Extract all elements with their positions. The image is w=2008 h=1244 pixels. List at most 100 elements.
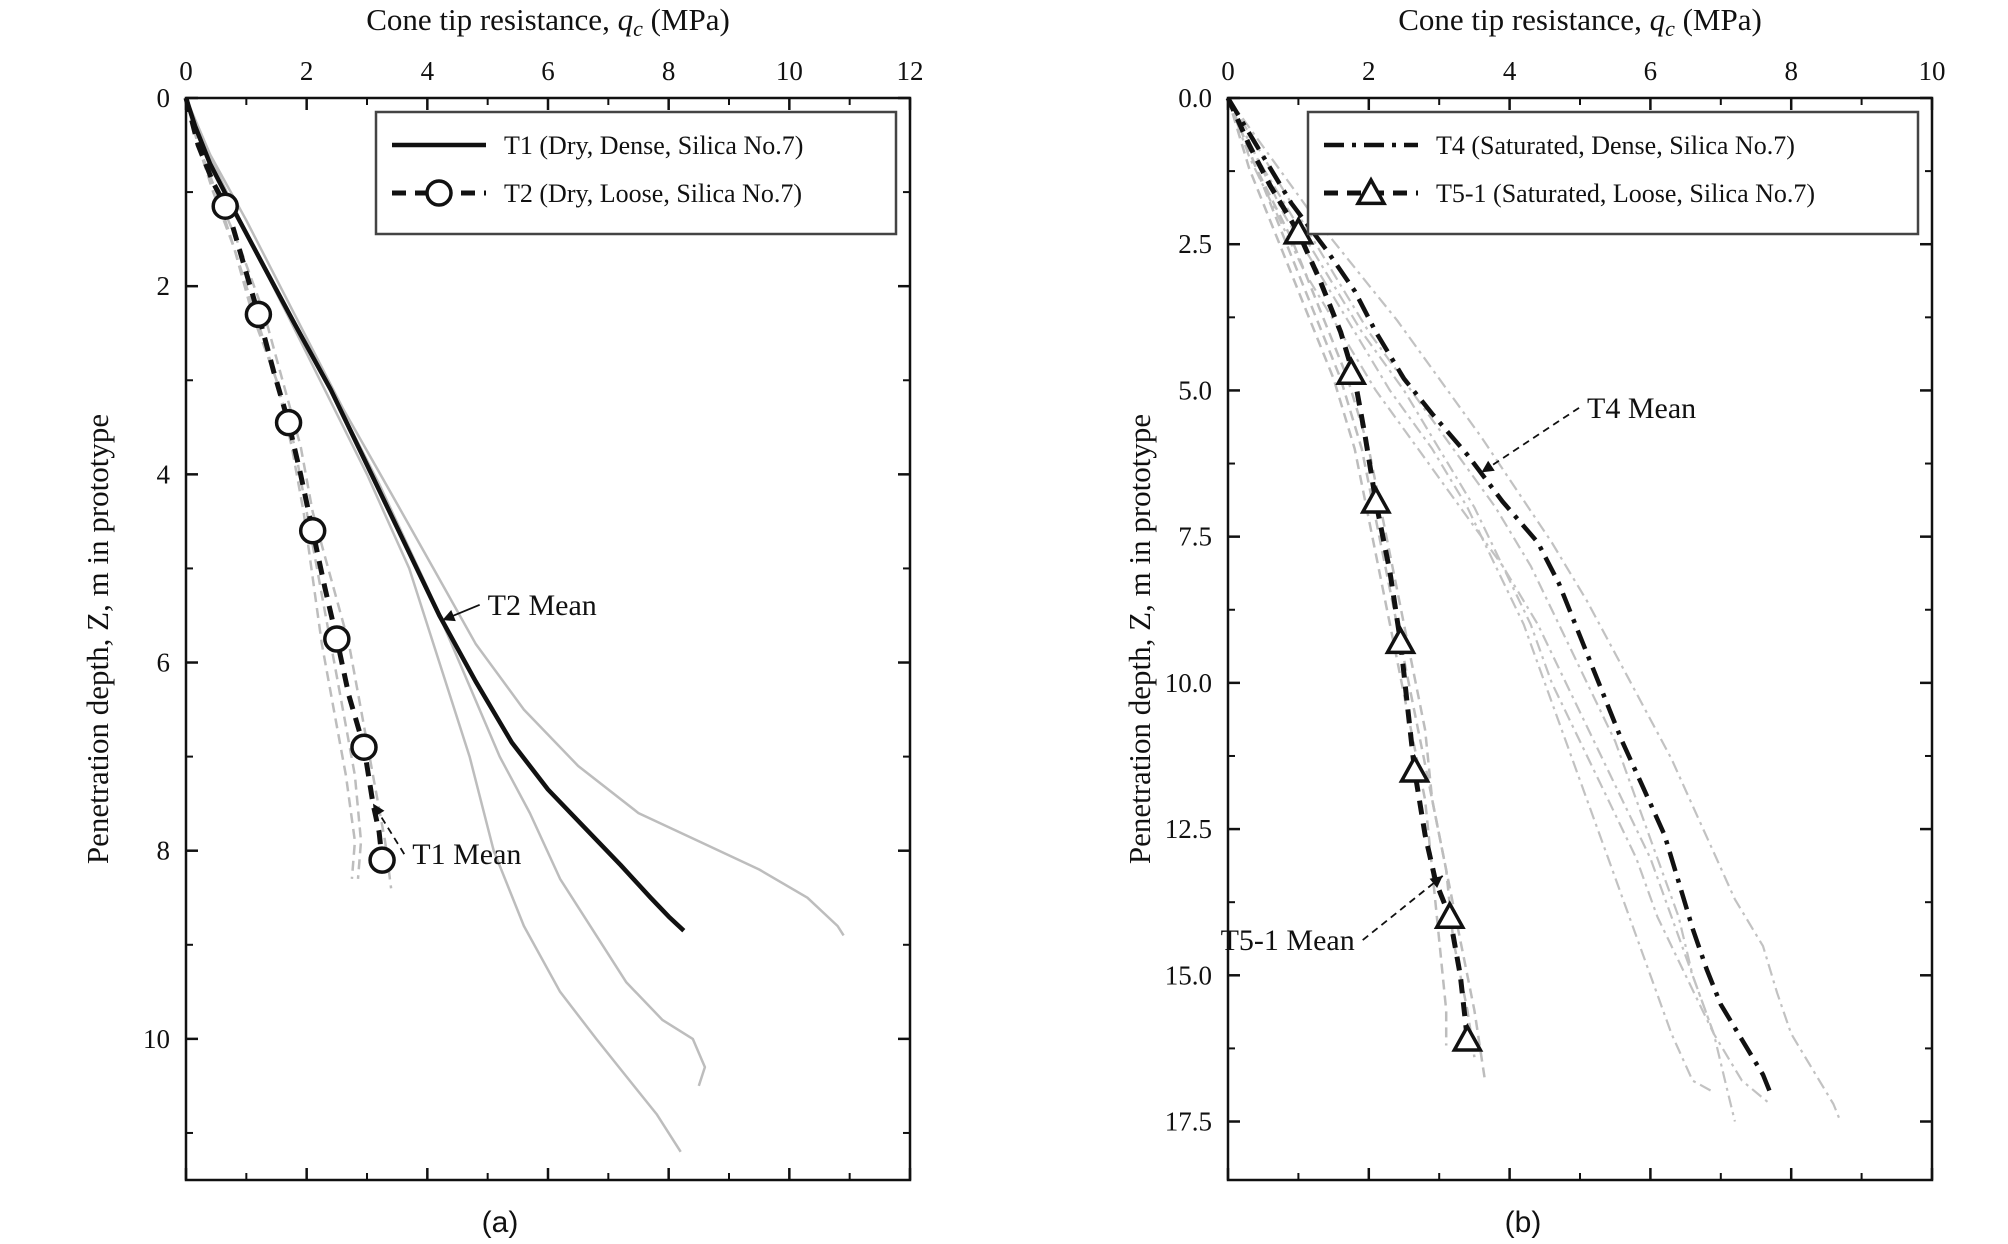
x-tick-label: 4: [421, 56, 435, 86]
panel-b-x-ticks: 0 2 4 6 8 10: [1221, 56, 1946, 1180]
panel-a-markers: [211, 192, 396, 874]
y-tick-label: 0.0: [1178, 83, 1212, 113]
x-tick-label: 6: [1644, 56, 1658, 86]
series-2-marker-3: [1359, 484, 1392, 514]
panel-b-y-ticks: 0.0 2.5 5.0 7.5 10.0 12.5 15.0 17.5: [1165, 83, 1932, 1137]
x-tick-label: 2: [300, 56, 314, 86]
panel-a-label: (a): [482, 1206, 519, 1239]
panel-a-x-axis-title-suffix: (MPa): [643, 2, 730, 37]
panel-b-individual-runs: [1226, 97, 1842, 1122]
annotation-arrowhead-2: [1429, 875, 1443, 889]
y-tick-label: 8: [157, 836, 171, 866]
legend-marker-2: [1355, 176, 1387, 206]
panel-a-plot-frame: [184, 96, 912, 1182]
run-line-5: [184, 97, 363, 879]
annotation-label-2: T1 Mean: [412, 838, 521, 871]
series-2-marker-6: [350, 733, 378, 761]
panel-b-markers: [1282, 215, 1484, 1052]
run-line-1: [1227, 97, 1842, 1122]
panel-a: T2 Mean T1 Mean 0 2 4 6 8 10 12 0 2 4 6 8 10 Cone ti…: [80, 2, 924, 1239]
panel-a-y-axis-title: Penetration depth, Z, m in prototype: [80, 414, 115, 864]
y-tick-label: 7.5: [1178, 522, 1212, 552]
panel-b-x-axis-title-suffix: (MPa): [1675, 2, 1762, 37]
legend-label-1: T4 (Saturated, Dense, Silica No.7): [1436, 131, 1795, 160]
legend-box: [1306, 110, 1920, 236]
annotation-arrowhead-2: [373, 803, 385, 818]
panel-b-x-axis-title: Cone tip resistance, qc (MPa): [1398, 2, 1762, 41]
annotation-label-2: T5-1 Mean: [1221, 924, 1355, 957]
run-line-5: [1226, 97, 1715, 1035]
y-tick-label: 17.5: [1165, 1107, 1212, 1137]
panel-b-x-axis-title-var: q: [1650, 2, 1666, 37]
legend-label-1: T1 (Dry, Dense, Silica No.7): [504, 131, 803, 160]
y-tick-label: 15.0: [1165, 960, 1212, 990]
series-2-marker-7: [1451, 1023, 1484, 1052]
annotation-arrowhead-1: [1481, 460, 1495, 473]
run-line-1: [184, 97, 845, 937]
y-tick-label: 10.0: [1165, 668, 1212, 698]
panel-a-annotations: T2 Mean T1 Mean: [372, 589, 597, 871]
series-2-marker-5: [323, 625, 351, 653]
y-tick-label: 0: [157, 83, 171, 113]
x-tick-label: 12: [897, 56, 924, 86]
panel-b-annotations: T4 Mean T5-1 Mean: [1221, 392, 1697, 957]
panel-a-legend: T1 (Dry, Dense, Silica No.7) T2 (Dry, Loo…: [374, 110, 898, 236]
panel-b-y-axis-title: Penetration depth, Z, m in prototype: [1122, 414, 1157, 864]
series-2-marker-7: [368, 846, 396, 874]
series-2-marker-1: [211, 192, 239, 220]
series-2-marker-1: [1282, 215, 1315, 245]
annotation-arrowhead-1: [442, 610, 456, 622]
annotation-arrow-2: [1362, 875, 1444, 941]
y-tick-label: 4: [157, 459, 171, 489]
annotation-arrow-1: [1480, 407, 1580, 474]
run-line-4: [184, 97, 393, 889]
y-tick-label: 12.5: [1165, 814, 1212, 844]
y-tick-label: 6: [157, 648, 171, 678]
run-line-2: [1227, 97, 1736, 1122]
panel-a-x-axis-title: Cone tip resistance, qc (MPa): [366, 2, 730, 41]
panel-a-x-axis-title-sub: c: [633, 16, 643, 41]
x-tick-label: 0: [1221, 56, 1235, 86]
legend-label-2: T2 (Dry, Loose, Silica No.7): [504, 179, 802, 208]
series-2-marker-2: [1335, 356, 1368, 386]
run-line-7: [1226, 97, 1448, 1046]
panel-a-x-ticks: 0 2 4 6 8 10 12: [179, 56, 924, 1180]
x-tick-label: 8: [1784, 56, 1798, 86]
series-line-2: [183, 97, 385, 861]
series-line-2: [1225, 96, 1470, 1040]
panel-b-label: (b): [1505, 1206, 1542, 1239]
series-2-marker-4: [298, 517, 327, 545]
panel-b: T4 Mean T5-1 Mean 0 2 4 6 8 10 0.0 2.5 5.0 7.5 10.…: [1122, 2, 1946, 1239]
legend-label-2: T5-1 (Saturated, Loose, Silica No.7): [1436, 179, 1815, 208]
panel-b-legend: T4 (Saturated, Dense, Silica No.7) T5-1 (…: [1306, 110, 1920, 236]
series-2-marker-3: [274, 408, 303, 437]
panel-b-x-axis-title-prefix: Cone tip resistance,: [1398, 2, 1649, 37]
run-line-8: [1226, 97, 1476, 1058]
x-tick-label: 10: [1919, 56, 1946, 86]
x-tick-label: 0: [179, 56, 193, 86]
series-2-marker-4: [1384, 625, 1417, 655]
panel-b-x-axis-title-sub: c: [1665, 16, 1675, 41]
y-tick-label: 5.0: [1178, 375, 1212, 405]
y-tick-label: 2: [157, 271, 171, 301]
x-tick-label: 4: [1503, 56, 1517, 86]
series-2-marker-6: [1433, 900, 1466, 929]
y-tick-label: 10: [143, 1024, 170, 1054]
annotation-label-1: T2 Mean: [488, 589, 597, 622]
x-tick-label: 6: [541, 56, 555, 86]
panel-a-y-ticks: 0 2 4 6 8 10: [143, 83, 910, 1134]
run-line-6: [184, 97, 357, 879]
panel-a-x-axis-title-var: q: [618, 2, 634, 37]
series-2-marker-5: [1398, 753, 1431, 783]
annotation-label-1: T4 Mean: [1587, 392, 1696, 425]
series-line-1: [1226, 96, 1773, 1094]
x-tick-label: 8: [662, 56, 676, 86]
legend-marker-2: [425, 179, 453, 207]
run-line-4: [1227, 97, 1715, 1094]
series-2-marker-2: [244, 300, 273, 329]
panel-a-x-axis-title-prefix: Cone tip resistance,: [366, 2, 617, 37]
panel-a-individual-runs: [184, 97, 845, 1153]
y-tick-label: 2.5: [1178, 229, 1212, 259]
x-tick-label: 10: [776, 56, 803, 86]
